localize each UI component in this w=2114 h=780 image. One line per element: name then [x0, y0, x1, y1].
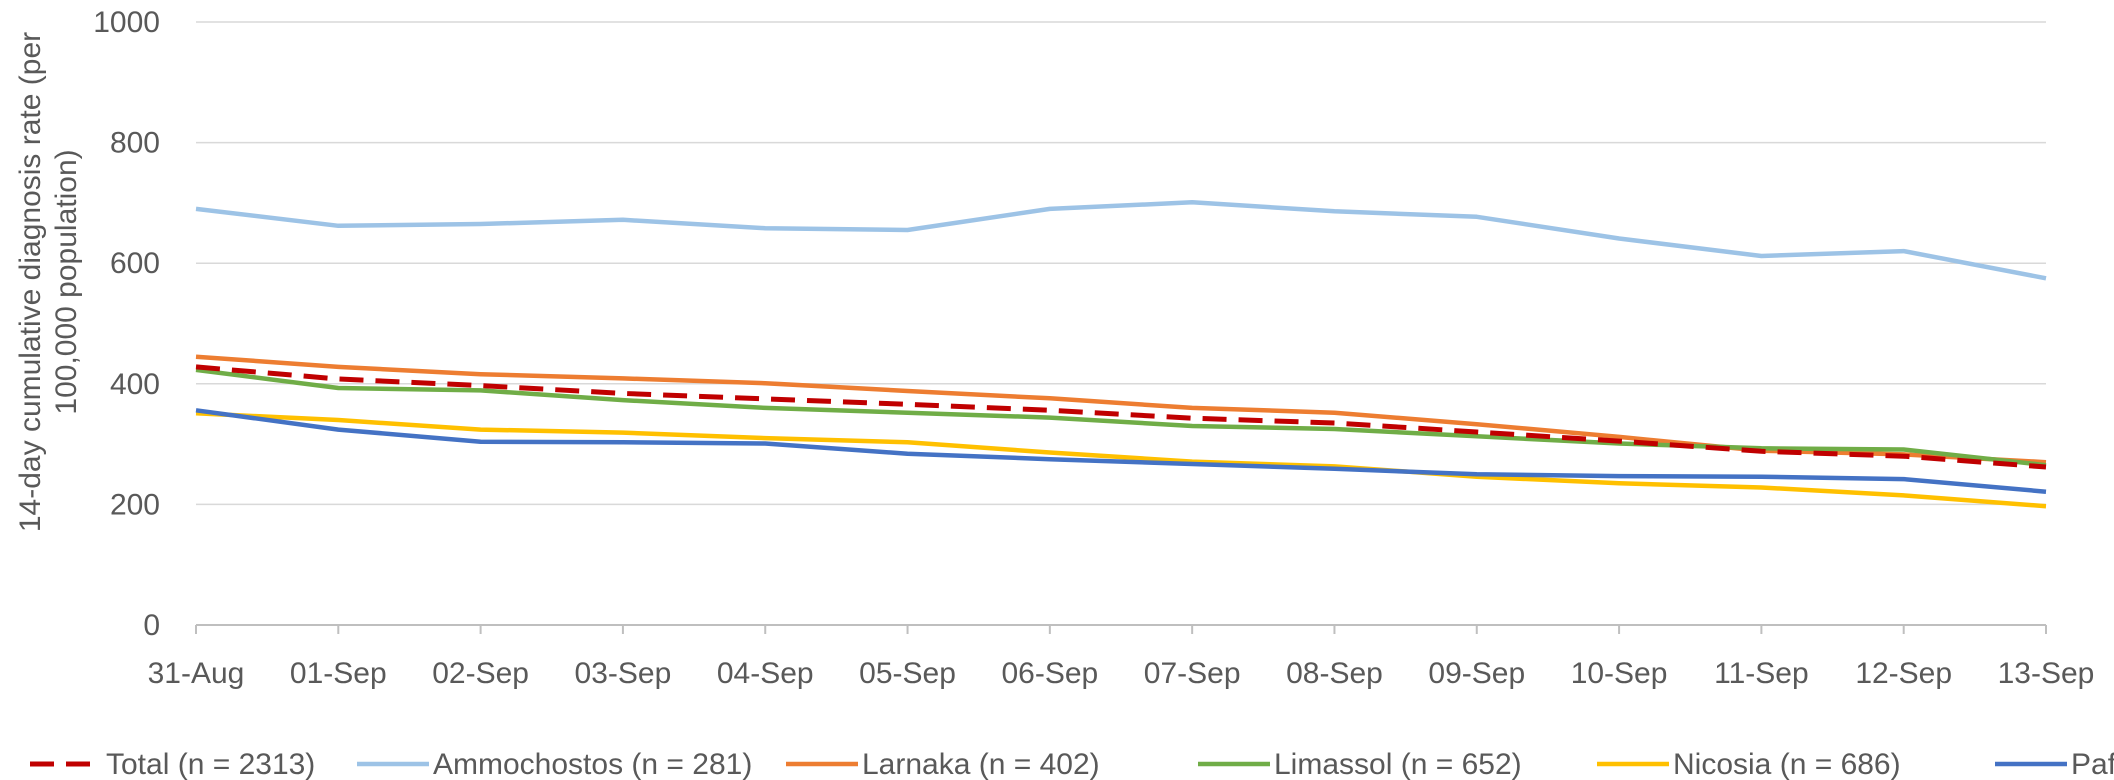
gridlines: [196, 21, 2046, 506]
y-axis-label: 14-day cumulative diagnosis rate (per 100…: [14, 32, 83, 532]
y-axis-label-line: 14-day cumulative diagnosis rate (per: [14, 32, 47, 532]
x-tick-label: 06-Sep: [1001, 657, 1098, 690]
series-lines: [195, 200, 2047, 509]
x-tick-label: 09-Sep: [1428, 657, 1525, 690]
y-tick-label: 800: [110, 127, 160, 160]
x-tick-label: 08-Sep: [1286, 657, 1383, 690]
legend-label-pafos: Pafos (n = 214): [2071, 748, 2114, 780]
legend-label-nicosia: Nicosia (n = 686): [1673, 748, 1901, 780]
x-tick-label: 03-Sep: [575, 657, 672, 690]
series-line-pafos: [195, 408, 2047, 494]
y-tick-label: 1000: [93, 6, 160, 39]
series-line-ammochostos: [195, 200, 2047, 281]
y-tick-label: 200: [110, 488, 160, 521]
x-tick-label: 01-Sep: [290, 657, 387, 690]
x-tick-label: 10-Sep: [1571, 657, 1668, 690]
legend-label-limassol: Limassol (n = 652): [1274, 748, 1522, 780]
series-line-limassol: [195, 367, 2047, 468]
legend-label-larnaka: Larnaka (n = 402): [862, 748, 1100, 780]
y-tick-label: 0: [143, 609, 160, 642]
y-axis-ticks: 0 200 400 600 800 1000: [93, 6, 160, 642]
x-tick-label: 12-Sep: [1855, 657, 1952, 690]
x-tick-label: 02-Sep: [432, 657, 529, 690]
x-tick-label: 11-Sep: [1714, 657, 1809, 690]
series-line-nicosia: [195, 411, 2047, 509]
legend-label-total: Total (n = 2313): [106, 748, 315, 780]
x-tick-label: 07-Sep: [1144, 657, 1241, 690]
x-axis-ticks: 31-Aug 01-Sep 02-Sep 03-Sep 04-Sep 05-Sep 06-S…: [148, 657, 2095, 690]
series-line-total: [195, 364, 2047, 470]
y-axis-label-line: 100,000 population): [50, 149, 83, 414]
y-tick-label: 600: [110, 247, 160, 280]
y-tick-label: 400: [110, 368, 160, 401]
x-tick-label: 04-Sep: [717, 657, 814, 690]
x-tick-label: 05-Sep: [859, 657, 956, 690]
x-axis: [195, 624, 2047, 634]
x-tick-label: 13-Sep: [1998, 657, 2095, 690]
legend-label-ammochostos: Ammochostos (n = 281): [433, 748, 752, 780]
legend: Total (n = 2313) Ammochostos (n = 281) Lar…: [30, 748, 2114, 780]
x-tick-label: 31-Aug: [148, 657, 245, 690]
